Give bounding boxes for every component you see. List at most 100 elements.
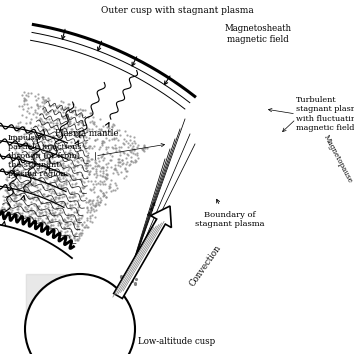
Point bbox=[18, 181, 24, 187]
Point bbox=[47, 170, 52, 175]
Point bbox=[11, 195, 16, 200]
Point bbox=[19, 171, 25, 177]
Point bbox=[62, 200, 67, 205]
Point bbox=[16, 103, 22, 108]
Point bbox=[91, 121, 96, 126]
Point bbox=[31, 175, 36, 181]
Point bbox=[35, 153, 40, 158]
Point bbox=[46, 207, 52, 212]
Point bbox=[85, 154, 91, 160]
Point bbox=[63, 217, 68, 223]
Point bbox=[109, 144, 114, 150]
Point bbox=[67, 221, 73, 227]
Point bbox=[26, 149, 32, 155]
Point bbox=[103, 194, 108, 200]
Point bbox=[81, 224, 87, 230]
Point bbox=[30, 136, 35, 141]
Point bbox=[72, 177, 78, 182]
Point bbox=[25, 214, 30, 219]
Point bbox=[132, 281, 138, 287]
Point bbox=[14, 185, 19, 190]
Point bbox=[108, 182, 113, 187]
Point bbox=[77, 147, 83, 153]
Point bbox=[51, 212, 57, 217]
Point bbox=[50, 143, 56, 148]
Point bbox=[74, 238, 80, 243]
Point bbox=[25, 182, 31, 188]
Point bbox=[22, 213, 28, 218]
Point bbox=[57, 219, 63, 225]
Point bbox=[62, 173, 68, 179]
Point bbox=[93, 175, 99, 180]
Point bbox=[23, 97, 29, 103]
Point bbox=[97, 195, 103, 200]
Point bbox=[92, 204, 98, 209]
Point bbox=[38, 116, 44, 122]
Point bbox=[85, 157, 91, 163]
Point bbox=[78, 111, 83, 117]
Point bbox=[44, 150, 50, 156]
Point bbox=[89, 198, 95, 203]
Point bbox=[102, 181, 108, 187]
Point bbox=[100, 152, 106, 157]
Point bbox=[40, 179, 46, 185]
Point bbox=[73, 181, 79, 186]
Point bbox=[130, 278, 135, 284]
Point bbox=[68, 160, 74, 166]
Point bbox=[112, 166, 117, 172]
Point bbox=[57, 130, 62, 135]
Point bbox=[31, 190, 36, 196]
Point bbox=[13, 191, 18, 196]
Point bbox=[67, 119, 72, 125]
Point bbox=[32, 149, 37, 154]
Point bbox=[104, 189, 109, 195]
Point bbox=[15, 151, 21, 156]
Point bbox=[29, 104, 34, 109]
Point bbox=[86, 114, 91, 119]
Point bbox=[74, 171, 80, 177]
Point bbox=[61, 107, 67, 112]
Point bbox=[17, 192, 23, 198]
Point bbox=[52, 125, 57, 131]
Point bbox=[47, 207, 52, 213]
Point bbox=[70, 213, 75, 219]
Point bbox=[55, 183, 61, 189]
Point bbox=[33, 216, 38, 221]
Point bbox=[18, 201, 23, 206]
Point bbox=[82, 224, 88, 229]
Point bbox=[34, 205, 40, 211]
Point bbox=[24, 187, 29, 193]
Point bbox=[57, 159, 63, 164]
Point bbox=[28, 189, 34, 195]
Point bbox=[48, 227, 54, 232]
Point bbox=[58, 183, 64, 189]
Point bbox=[70, 176, 76, 182]
Point bbox=[39, 121, 44, 127]
Point bbox=[128, 278, 133, 283]
Point bbox=[66, 115, 72, 120]
Point bbox=[60, 182, 66, 188]
Point bbox=[124, 274, 130, 280]
Point bbox=[54, 103, 59, 109]
Point bbox=[100, 138, 105, 144]
Point bbox=[76, 202, 82, 208]
Point bbox=[35, 134, 40, 139]
Point bbox=[83, 160, 89, 166]
Point bbox=[62, 115, 68, 121]
Point bbox=[93, 181, 99, 187]
Point bbox=[32, 151, 38, 156]
Point bbox=[32, 149, 38, 155]
Point bbox=[32, 219, 38, 225]
Point bbox=[55, 117, 60, 123]
Point bbox=[85, 224, 91, 230]
Point bbox=[23, 92, 29, 97]
Point bbox=[55, 132, 61, 137]
Point bbox=[74, 230, 79, 236]
Point bbox=[32, 202, 37, 208]
Point bbox=[71, 194, 76, 200]
Point bbox=[66, 165, 72, 171]
Point bbox=[63, 142, 69, 148]
Point bbox=[15, 202, 20, 208]
Point bbox=[123, 155, 129, 161]
Point bbox=[139, 146, 145, 152]
